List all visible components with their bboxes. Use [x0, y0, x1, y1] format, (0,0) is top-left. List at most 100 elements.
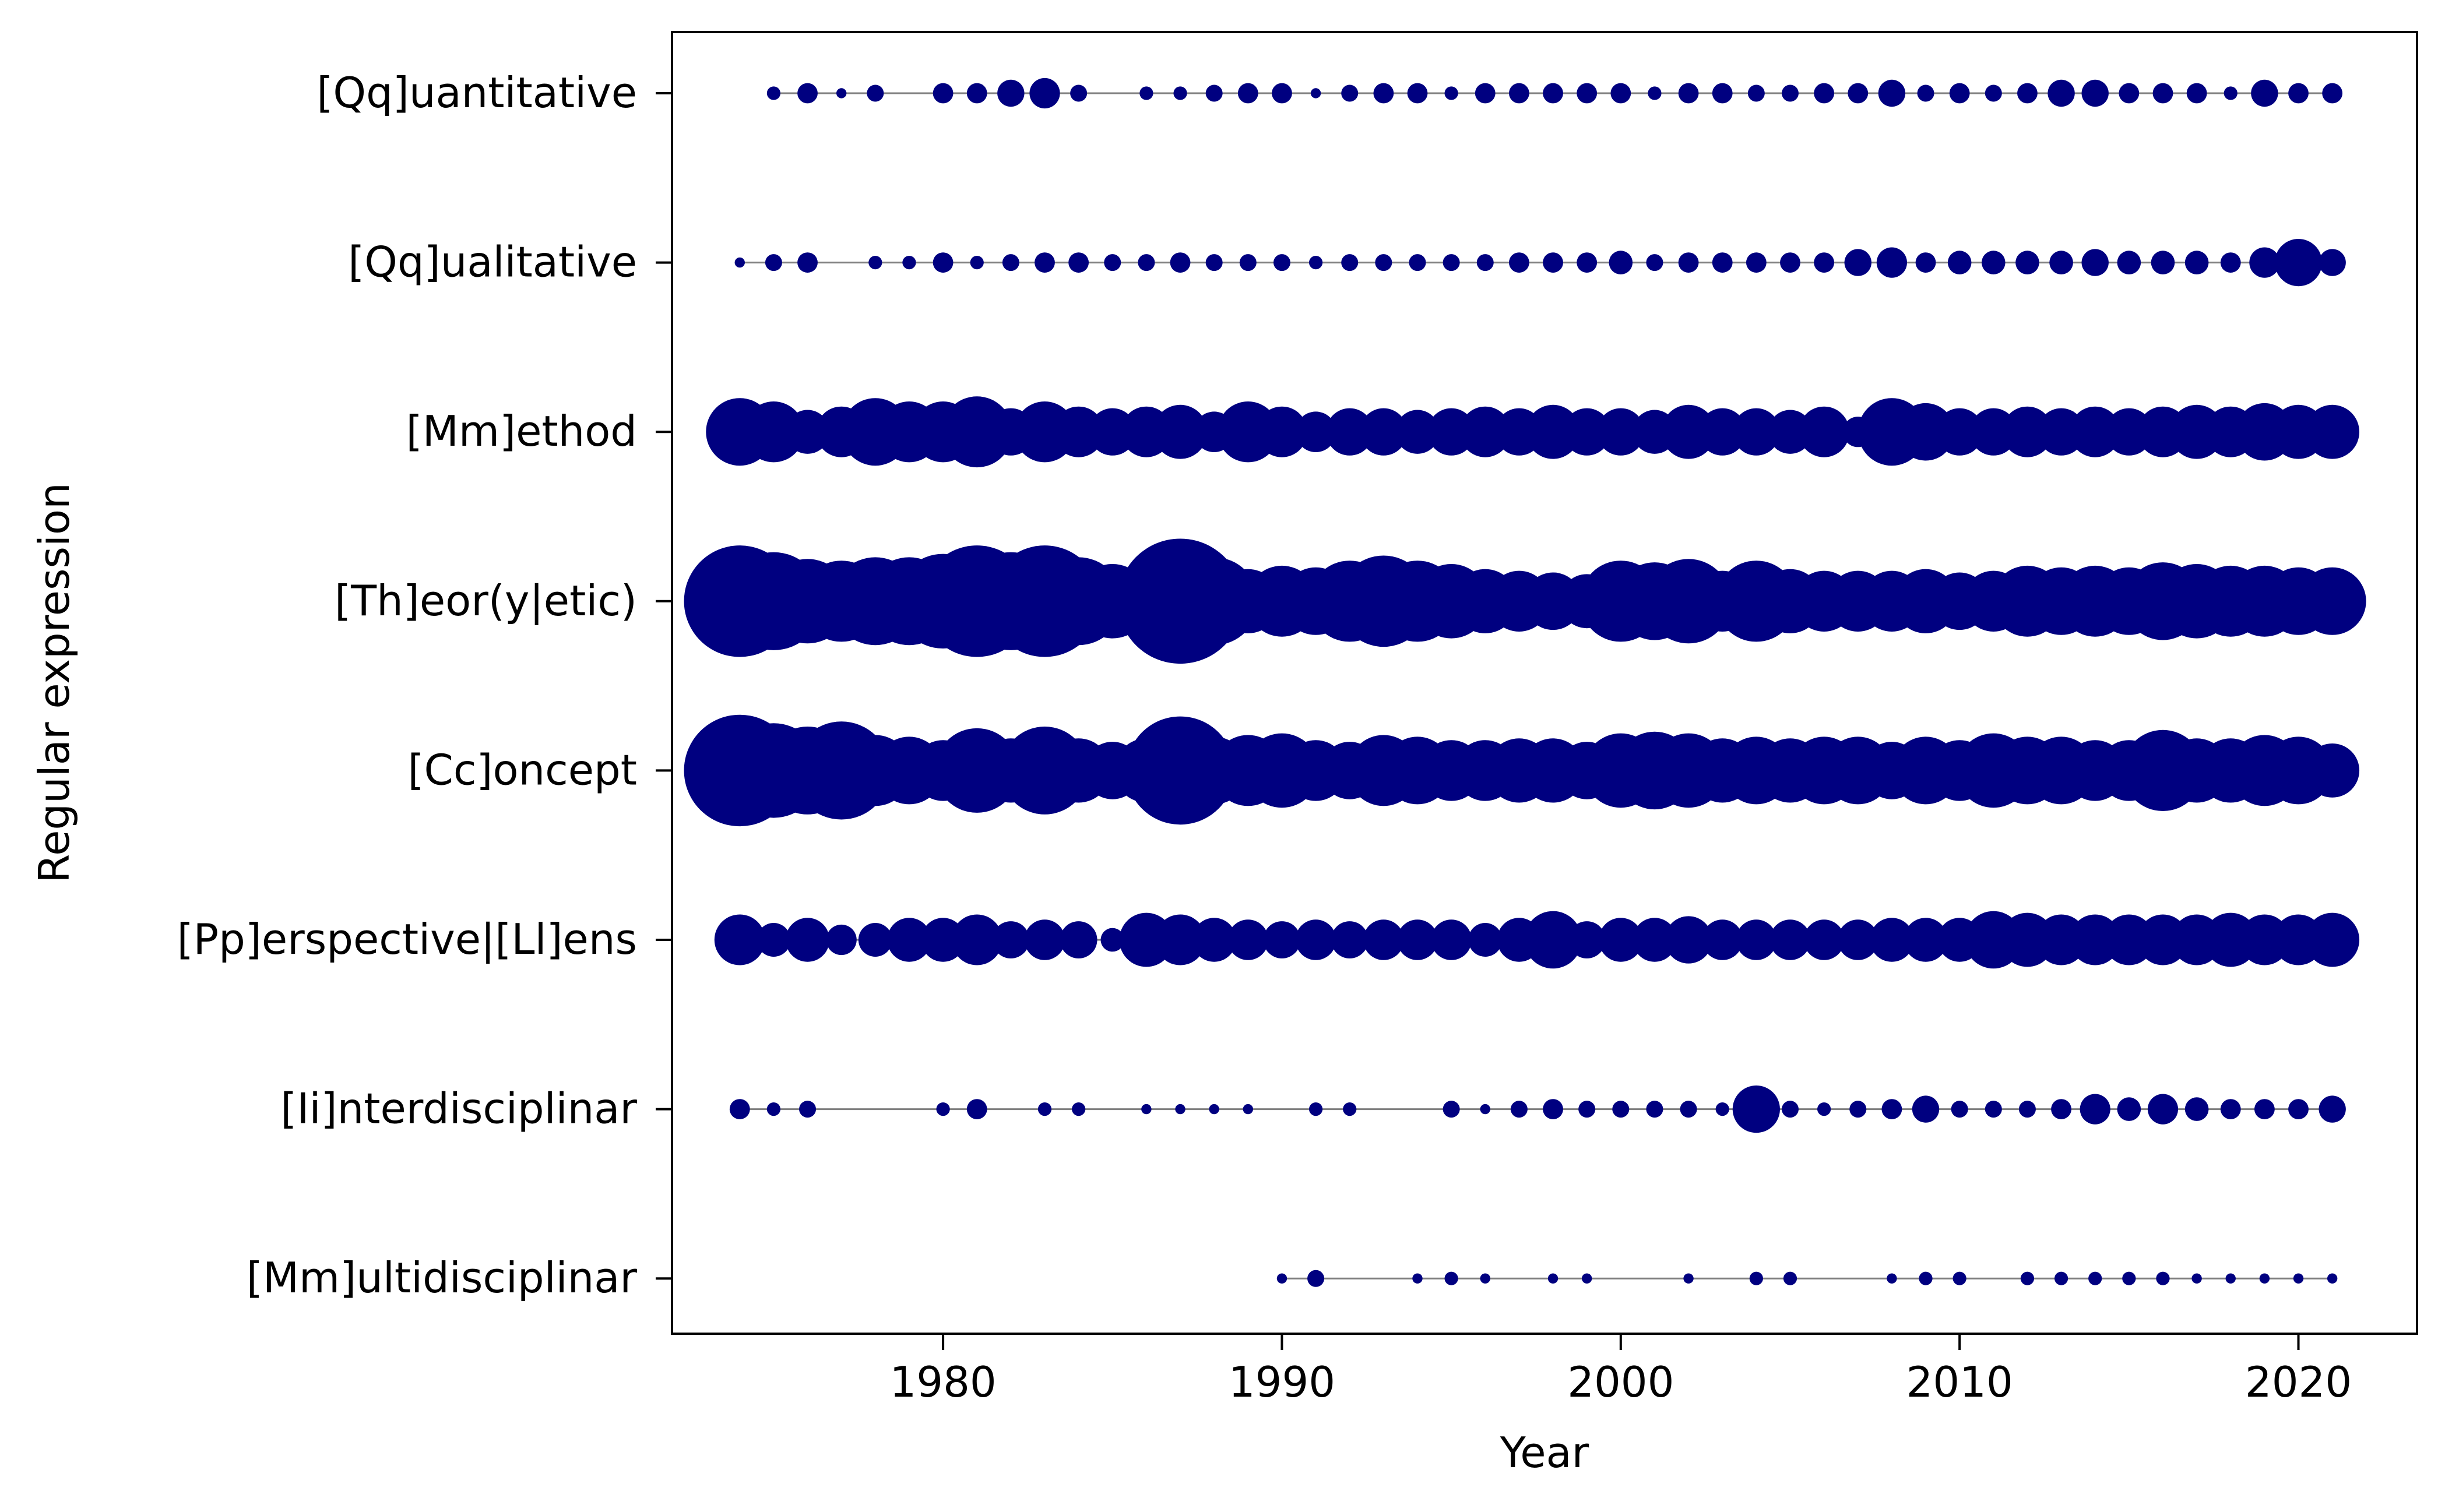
data-point — [1736, 919, 1777, 960]
data-point — [1904, 918, 1948, 962]
y-tick-label: [Mm]ethod — [406, 407, 637, 456]
data-point — [2254, 1099, 2275, 1119]
data-point — [1468, 923, 1503, 957]
data-point — [2186, 83, 2207, 104]
data-point — [1139, 86, 1153, 100]
data-point — [734, 257, 745, 268]
data-point — [1712, 252, 1733, 273]
data-point — [1646, 254, 1663, 272]
data-point — [1524, 911, 1582, 969]
data-point — [1951, 1101, 1968, 1118]
data-point — [826, 924, 857, 956]
data-point — [1982, 251, 2006, 274]
data-point — [1510, 1101, 1528, 1118]
plot-area-frame — [671, 31, 2418, 1335]
data-point — [1844, 249, 1871, 276]
data-point — [2251, 79, 2278, 107]
data-point — [2288, 83, 2309, 104]
data-point — [902, 256, 916, 270]
data-point — [2017, 83, 2038, 104]
data-point — [1599, 918, 1643, 962]
data-point — [1243, 1104, 1254, 1115]
data-point — [1610, 83, 1631, 104]
data-point — [1443, 254, 1460, 272]
data-point — [1155, 914, 1206, 965]
data-point — [1475, 83, 1496, 104]
data-point — [714, 914, 765, 965]
data-point — [966, 83, 987, 104]
data-point — [2322, 83, 2343, 104]
data-point — [2081, 249, 2109, 276]
data-point — [2119, 83, 2140, 104]
data-point — [2048, 79, 2075, 107]
data-point — [1678, 252, 1699, 273]
data-point — [1170, 252, 1191, 273]
data-point — [1409, 254, 1426, 272]
data-point — [2220, 1099, 2241, 1119]
data-point — [2049, 251, 2073, 274]
data-point — [1024, 919, 1065, 960]
data-point — [1683, 1273, 1694, 1284]
data-point — [936, 1102, 950, 1116]
data-point — [1104, 254, 1121, 272]
data-point — [1326, 408, 1374, 456]
data-point — [1256, 406, 1307, 457]
data-point — [2088, 1271, 2102, 1285]
data-point — [2224, 86, 2238, 100]
data-point — [1375, 254, 1392, 272]
data-point — [1029, 77, 1060, 109]
data-point — [1814, 252, 1835, 273]
data-point — [1526, 404, 1580, 459]
data-point — [1205, 84, 1223, 102]
data-point — [1732, 408, 1780, 456]
data-point — [1295, 919, 1336, 960]
data-point — [1985, 84, 2002, 102]
data-point — [797, 83, 818, 104]
data-point — [1037, 1102, 1052, 1116]
data-point — [2184, 251, 2209, 274]
data-point — [2152, 83, 2173, 104]
y-tick-label: [Mm]ultidisciplinar — [247, 1253, 638, 1302]
data-point — [1508, 252, 1529, 273]
data-point — [1341, 254, 1359, 272]
data-point — [2288, 1099, 2309, 1119]
data-point — [1848, 83, 1869, 104]
data-point — [1746, 252, 1767, 273]
data-point — [1612, 1101, 1630, 1118]
data-point — [1310, 88, 1321, 98]
data-point — [1295, 411, 1336, 452]
data-point — [1609, 251, 1633, 274]
x-axis-label: Year — [1500, 1428, 1589, 1477]
data-point — [1153, 404, 1208, 459]
data-point — [867, 84, 884, 102]
data-point — [1881, 1099, 1902, 1119]
data-point — [2305, 404, 2360, 459]
data-point — [1985, 1101, 2002, 1118]
data-point — [921, 918, 965, 962]
data-point — [2191, 1273, 2202, 1284]
data-point — [941, 396, 1013, 468]
data-point — [1633, 918, 1677, 962]
data-point — [2054, 1271, 2068, 1285]
x-tick-label: 1990 — [1229, 1358, 1335, 1407]
data-point — [797, 252, 818, 273]
data-point — [2147, 1094, 2179, 1125]
data-point — [1272, 83, 1292, 104]
data-point — [1341, 84, 1359, 102]
data-point — [1444, 1271, 1458, 1285]
data-point — [1578, 1101, 1596, 1118]
y-tick-label: [Qq]uantitative — [316, 68, 637, 117]
data-point — [785, 410, 830, 454]
data-point — [1480, 1273, 1490, 1284]
data-point — [1952, 1271, 1966, 1285]
data-point — [1480, 1104, 1490, 1115]
data-point — [1053, 406, 1104, 457]
data-point — [1817, 1102, 1831, 1116]
data-point — [1072, 1102, 1086, 1116]
data-point — [1205, 254, 1223, 272]
y-axis-label: Regular expression — [30, 482, 79, 883]
data-point — [1227, 919, 1269, 960]
data-point — [1912, 1095, 1940, 1123]
data-point — [1712, 83, 1733, 104]
data-point — [836, 88, 847, 98]
